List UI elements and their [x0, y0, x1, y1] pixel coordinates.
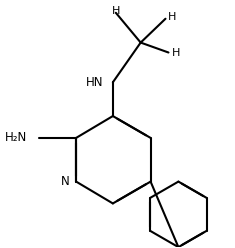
- Text: N: N: [60, 175, 69, 188]
- Text: H: H: [172, 48, 181, 58]
- Text: H₂N: H₂N: [5, 131, 27, 144]
- Text: H: H: [112, 6, 120, 16]
- Text: HN: HN: [86, 76, 103, 89]
- Text: H: H: [168, 12, 177, 22]
